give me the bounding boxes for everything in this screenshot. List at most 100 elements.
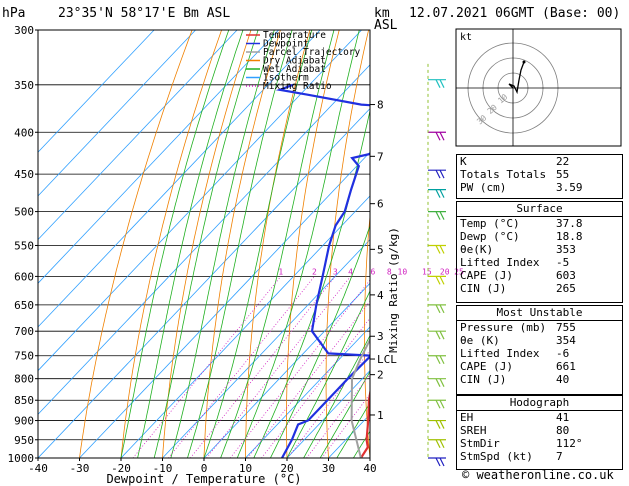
wind-barb-flag xyxy=(435,169,441,179)
mixing-ratio-label: 20 xyxy=(440,267,450,276)
x-axis-title: Dewpoint / Temperature (°C) xyxy=(106,472,301,486)
wet-adiabat xyxy=(153,30,259,458)
temp-tick-label: 20 xyxy=(280,462,293,475)
wind-barbs xyxy=(427,63,446,467)
legend-label: Mixing Ratio xyxy=(263,81,332,92)
pressure-tick-label: 950 xyxy=(14,434,34,447)
height-tick-label: LCL xyxy=(377,353,397,366)
totals-row: Totals Totals 55 xyxy=(457,168,622,181)
surface-row: Temp (°C) 37.8 xyxy=(457,217,622,230)
wind-barb-flag xyxy=(435,330,441,340)
surface-value: -5 xyxy=(556,256,570,269)
wind-barb-flag xyxy=(435,378,441,387)
most-unstable-value: 354 xyxy=(556,334,576,347)
surface-value: 18.8 xyxy=(556,230,583,243)
most-unstable-label: CAPE (J) xyxy=(460,360,513,373)
wind-barb-flag xyxy=(435,79,441,88)
pw-row: PW (cm) 3.59 xyxy=(457,181,622,194)
isotherm xyxy=(38,30,155,153)
surface-value: 353 xyxy=(556,243,576,256)
isotherm xyxy=(245,326,370,458)
isotherm xyxy=(203,282,370,458)
pressure-tick-label: 550 xyxy=(14,239,34,252)
height-tick-label: 1 xyxy=(377,409,384,422)
most-unstable-row: θe (K) 354 xyxy=(457,334,622,347)
most-unstable-value: -6 xyxy=(556,347,570,360)
wet-adiabat xyxy=(286,289,370,458)
hodograph-row: EH 41 xyxy=(457,411,622,424)
dry-adiabat xyxy=(245,30,311,458)
mixing-ratio-label: 8 xyxy=(387,267,392,276)
temp-tick-label: -10 xyxy=(153,462,173,475)
pressure-tick-label: 500 xyxy=(14,206,34,219)
profiles xyxy=(275,83,370,458)
surface-label: CAPE (J) xyxy=(460,269,513,282)
mixing-ratio-line xyxy=(132,276,282,458)
wind-barb-flag xyxy=(439,276,445,285)
most-unstable-value: 661 xyxy=(556,360,576,373)
pressure-tick-label: 600 xyxy=(14,270,34,283)
hodograph-value: 41 xyxy=(556,411,570,424)
isotherm xyxy=(162,238,370,458)
hodograph-row: StmDir 112° xyxy=(457,437,622,450)
dry-adiabat xyxy=(364,211,370,458)
isotherm xyxy=(38,30,321,328)
wind-barb-flag xyxy=(439,304,445,314)
pressure-tick-label: 450 xyxy=(14,168,34,181)
wet-adiabat xyxy=(270,224,370,458)
wind-barb-flag xyxy=(439,330,445,340)
pressure-tick-label: 850 xyxy=(14,394,34,407)
wet-adiabat xyxy=(187,30,293,458)
pressure-tick-label: 300 xyxy=(14,24,34,37)
wind-barb-flag xyxy=(439,399,445,409)
wind-barb-flag xyxy=(439,245,445,254)
wind-barb-flag xyxy=(435,399,441,409)
isotherm xyxy=(38,107,370,458)
wet-adiabat xyxy=(170,30,275,458)
background-lines xyxy=(38,30,457,458)
surface-row: CAPE (J) 603 xyxy=(457,269,622,282)
hodograph-rows: EH 41 SREH 80 StmDir 112° StmSpd (kt) 7 xyxy=(457,411,622,463)
pressure-tick-label: 750 xyxy=(14,350,34,363)
most-unstable-title: Most Unstable xyxy=(457,306,622,321)
mixing-ratio-line xyxy=(206,276,351,458)
mixing-ratio-axis-title: Mixing Ratio (g/kg) xyxy=(387,227,400,353)
wet-adiabat xyxy=(236,30,360,458)
height-tick-label: 4 xyxy=(377,289,384,302)
temp-tick-label: 0 xyxy=(201,462,208,475)
most-unstable-label: θe (K) xyxy=(460,334,500,347)
hodograph-label: StmSpd (kt) xyxy=(460,450,533,463)
surface-rows: Temp (°C) 37.8 Dewp (°C) 18.8 θe(K) 353 Lifted… xyxy=(457,217,622,295)
wind-barb-flag xyxy=(439,211,445,220)
wind-barb-flag xyxy=(435,245,441,254)
most-unstable-row: CAPE (J) 661 xyxy=(457,360,622,373)
wind-barb-flag xyxy=(439,378,445,387)
pressure-tick-label: 800 xyxy=(14,373,34,386)
surface-title: Surface xyxy=(457,202,622,217)
hodograph-row: SREH 80 xyxy=(457,424,622,437)
surface-value: 265 xyxy=(556,282,576,295)
most-unstable-panel: Most Unstable Pressure (mb) 755 θe (K) 354 L… xyxy=(456,305,623,395)
hodograph-trace xyxy=(508,61,525,95)
temp-tick-label: -20 xyxy=(111,462,131,475)
wet-adiabat xyxy=(319,370,370,458)
dry-adiabat xyxy=(438,30,457,458)
dry-adiabat xyxy=(203,30,281,458)
wet-adiabat xyxy=(137,30,244,458)
hodograph-value: 7 xyxy=(556,450,563,463)
temp-tick-label: -40 xyxy=(28,462,48,475)
dry-adiabat xyxy=(162,30,252,458)
height-tick-label: 2 xyxy=(377,369,384,382)
mixing-ratio-label: 2 xyxy=(312,267,317,276)
most-unstable-label: Pressure (mb) xyxy=(460,321,547,334)
temperature-line xyxy=(359,387,370,458)
temp-tick-label: 10 xyxy=(239,462,252,475)
dry-adiabat xyxy=(402,30,428,458)
mixing-ratio-label: 25 xyxy=(454,267,464,276)
hodograph-label: StmDir xyxy=(460,437,500,450)
most-unstable-value: 755 xyxy=(556,321,576,334)
mixing-ratio-line xyxy=(168,276,315,458)
wind-barb-flag xyxy=(435,304,441,314)
wind-barb-flag xyxy=(435,355,441,365)
